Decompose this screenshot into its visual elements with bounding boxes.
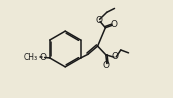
Text: O: O: [110, 20, 117, 29]
Text: O: O: [40, 53, 47, 62]
Text: O: O: [112, 52, 119, 61]
Text: CH₃: CH₃: [24, 53, 38, 62]
Text: O: O: [95, 16, 102, 25]
Text: O: O: [103, 61, 110, 70]
